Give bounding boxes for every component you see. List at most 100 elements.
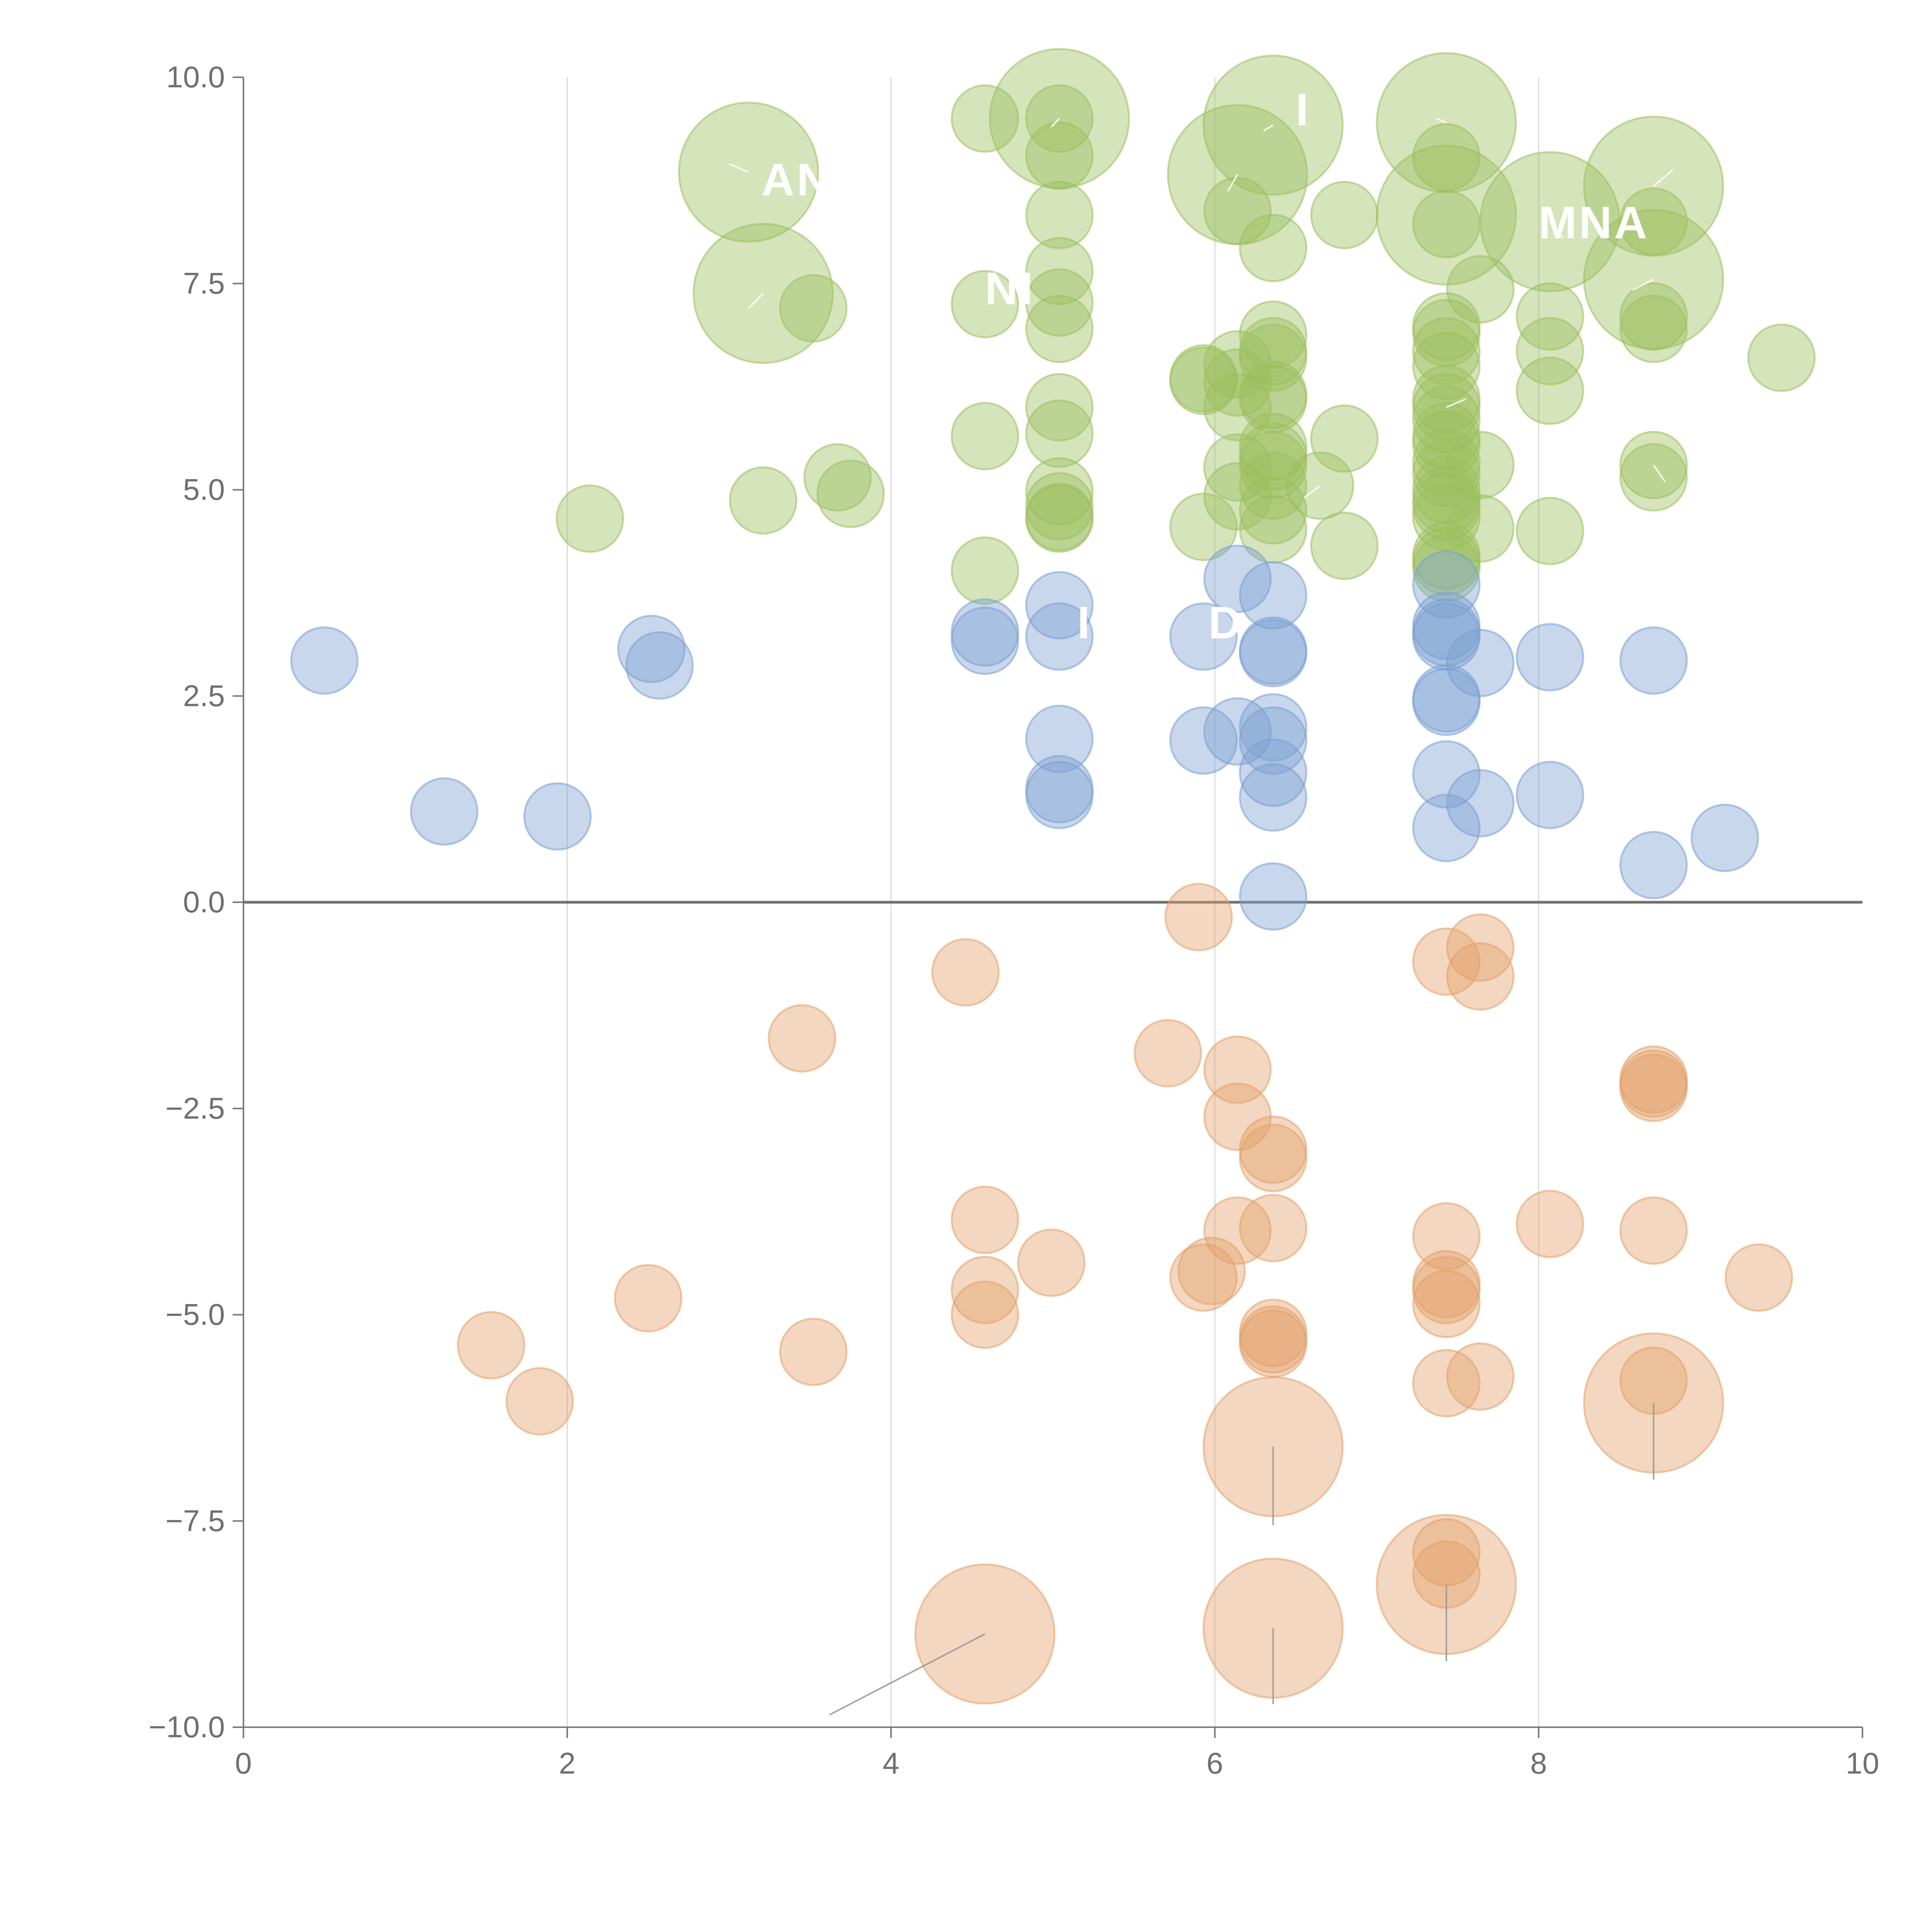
- x-tick-label: 8: [1530, 1746, 1547, 1780]
- leader-line: [729, 163, 749, 173]
- orange-point: [1412, 1255, 1481, 1324]
- annotation-label: I: [1077, 597, 1092, 648]
- green-point: [1025, 399, 1094, 468]
- orange-point: [1412, 1202, 1481, 1271]
- orange-point: [1239, 1116, 1308, 1184]
- orange-point: [614, 1264, 682, 1333]
- green-point: [1025, 484, 1094, 553]
- orange-point: [931, 938, 1000, 1007]
- blue-point: [1239, 738, 1308, 807]
- annotation-label: NI: [985, 263, 1035, 314]
- green-point: [1412, 317, 1481, 386]
- green-point: [951, 402, 1019, 471]
- orange-point: [1239, 1194, 1308, 1262]
- leader-line: [748, 293, 764, 309]
- leader-line: [1549, 221, 1564, 239]
- leader-line: [829, 1633, 985, 1716]
- blue-point: [1169, 602, 1238, 671]
- green-point: [779, 274, 848, 343]
- x-tick-label: 2: [559, 1746, 575, 1780]
- axis-layer: 10.0 7.5 5.0 2.5 0.0 −2.5 −5.0 −7.5 −10.0 0 2 4 6 8 10: [149, 60, 1879, 1780]
- green-point: [1747, 323, 1816, 392]
- orange-point: [1446, 913, 1515, 982]
- orange-point: [1515, 1190, 1584, 1259]
- orange-point: [951, 1281, 1019, 1349]
- green-point: [1025, 457, 1094, 526]
- blue-point: [1446, 629, 1515, 697]
- blue-point: [1203, 697, 1272, 766]
- blue-point: [1412, 794, 1481, 862]
- green-point: [1239, 214, 1308, 282]
- blue-point: [410, 777, 479, 846]
- green-point: [1412, 402, 1481, 471]
- orange-point: [1133, 1019, 1202, 1088]
- green-point: [556, 484, 624, 553]
- orange-point: [1239, 1124, 1308, 1192]
- y-tick-label: 7.5: [183, 266, 225, 300]
- orange-point: [951, 1255, 1019, 1324]
- green-point: [816, 459, 885, 528]
- green-point: [1203, 330, 1272, 399]
- leader-line: [1051, 118, 1060, 128]
- orange-point: [457, 1311, 526, 1379]
- leader-line: [1227, 174, 1238, 192]
- orange-point: [1203, 1196, 1272, 1265]
- label-layer: AN NI MNA I D I: [762, 84, 1647, 648]
- leader-line: [1436, 117, 1447, 124]
- green-point: [1310, 404, 1379, 473]
- points-layer: [290, 48, 1816, 1705]
- orange-point: [1164, 883, 1233, 951]
- blue-point: [1412, 550, 1481, 619]
- green-point: [1412, 472, 1481, 541]
- orange-point: [1017, 1228, 1086, 1297]
- blue-point: [523, 782, 592, 851]
- green-point: [1515, 317, 1584, 386]
- green-point: [1619, 294, 1688, 363]
- blue-point: [1169, 706, 1238, 775]
- blue-point: [1203, 544, 1272, 613]
- leader-line: [1446, 398, 1466, 408]
- leader-line: [1632, 279, 1654, 291]
- blue-point: [951, 606, 1019, 675]
- green-point: [1203, 177, 1272, 245]
- x-tick-label: 6: [1206, 1746, 1223, 1780]
- green-point: [1239, 323, 1308, 392]
- green-point: [729, 466, 798, 535]
- green-point: [1239, 412, 1308, 481]
- orange-point: [1725, 1243, 1793, 1312]
- orange-point: [779, 1318, 848, 1386]
- green-point: [1412, 534, 1481, 602]
- green-point: [1619, 443, 1688, 512]
- green-point: [1515, 497, 1584, 565]
- blue-point: [1619, 831, 1688, 900]
- y-tick-label: 10.0: [166, 60, 225, 94]
- y-tick-label: −5.0: [165, 1298, 225, 1332]
- orange-point: [1619, 1196, 1688, 1265]
- orange-point: [951, 1185, 1019, 1254]
- y-tick-label: −2.5: [165, 1091, 225, 1125]
- green-point: [1515, 356, 1584, 425]
- orange-point: [1412, 1270, 1481, 1338]
- blue-point: [1412, 740, 1481, 809]
- green-point: [1025, 268, 1094, 337]
- green-point: [1515, 282, 1584, 351]
- blue-point: [1412, 667, 1481, 736]
- blue-point: [951, 598, 1019, 667]
- blue-point: [1515, 623, 1584, 692]
- orange-point: [1412, 1349, 1481, 1418]
- green-point: [1310, 181, 1379, 250]
- green-point: [1169, 493, 1238, 561]
- leader-line: [1303, 485, 1321, 499]
- green-point: [951, 536, 1019, 605]
- green-point: [1025, 373, 1094, 442]
- blue-point: [1025, 571, 1094, 639]
- blue-point: [1412, 602, 1481, 671]
- y-tick-label: 5.0: [183, 473, 225, 507]
- orange-point: [1412, 927, 1481, 996]
- leader-line: [1263, 124, 1274, 132]
- green-point: [1412, 190, 1481, 259]
- y-tick-label: 0.0: [183, 885, 225, 919]
- leader-line: [1653, 464, 1666, 482]
